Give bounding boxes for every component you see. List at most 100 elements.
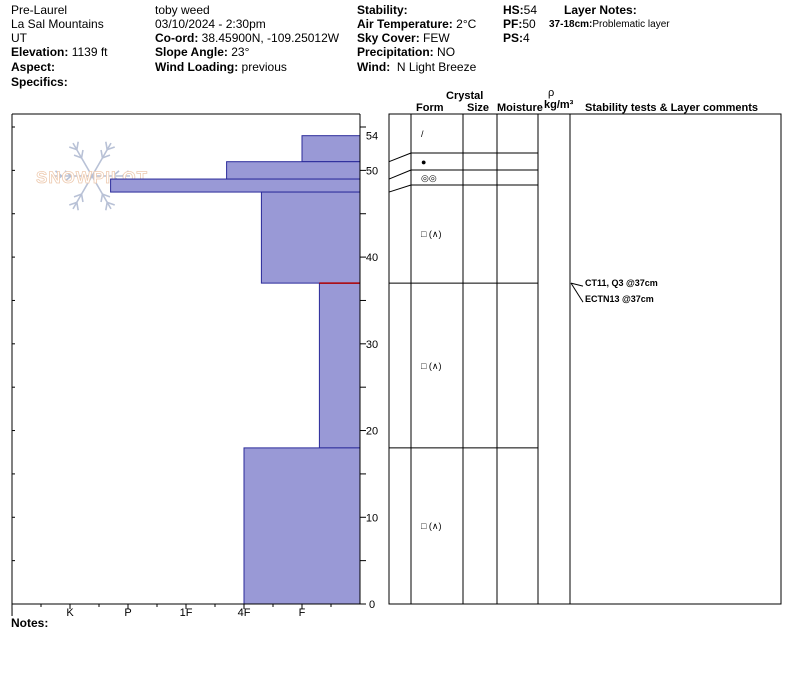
hardness-axis: I K P 1F 4F F: [10, 604, 332, 619]
snowflake-arm: [91, 142, 112, 177]
wind-loading-label: Wind Loading:: [155, 60, 239, 74]
wind-loading-field: Wind Loading: previous: [155, 60, 287, 74]
header-size: Size: [467, 102, 490, 114]
wind-value: N Light Breeze: [396, 60, 477, 74]
snow-layers: [110, 135, 361, 605]
snowflake-branch: [106, 146, 115, 151]
header-stability-tests: Stability tests & Layer comments: [585, 102, 759, 114]
ps-value: 4: [523, 31, 530, 45]
snow-layer-bar: [243, 447, 361, 605]
hs-field: HS:54: [503, 3, 537, 17]
hardness-tick-label: K: [66, 607, 74, 619]
snow-layer-bar: [318, 282, 361, 449]
stability-test-entry: CT11, Q3 @37cm: [585, 278, 658, 289]
snowflake-branch: [76, 141, 79, 150]
layer-note-depth: 37-18cm:: [549, 19, 593, 30]
precip-label: Precipitation:: [357, 45, 434, 59]
elevation-value: 1139 ft: [71, 45, 108, 59]
hs-label: HS:: [503, 3, 524, 17]
coord-field: Co-ord: 38.45900N, -109.25012W: [155, 31, 339, 45]
slope-value: 23°: [231, 45, 250, 59]
air-temp-value: 2°C: [456, 17, 477, 31]
header-rho: ρ: [548, 87, 555, 99]
stability-field: Stability:: [357, 3, 408, 17]
snowflake-branch: [64, 175, 72, 182]
stability-test-pointer: [570, 282, 584, 303]
datetime: 03/10/2024 - 2:30pm: [155, 17, 266, 31]
header-moisture: Moisture: [497, 102, 543, 114]
elevation-label: Elevation:: [11, 45, 69, 59]
sky-cover-value: FEW: [423, 31, 450, 45]
snow-layer-bar: [301, 135, 361, 163]
depth-axis: 0 10 20 30 40 50 54: [12, 126, 378, 611]
snowflake-branch: [100, 193, 104, 203]
snowflake-branch: [112, 170, 120, 177]
snow-layer-bar: [110, 178, 361, 193]
snowflake-arm: [72, 175, 93, 210]
aspect-label: Aspect:: [11, 60, 56, 74]
snowflake-branch: [80, 149, 84, 159]
grain-form-symbol: □ (∧): [421, 520, 442, 531]
sky-cover-field: Sky Cover: FEW: [357, 31, 450, 45]
observer: toby weed: [155, 3, 210, 17]
notes-label: Notes:: [11, 616, 49, 630]
hardness-tick-label: 4F: [238, 607, 251, 619]
depth-tick-label: 54: [366, 131, 378, 143]
specifics-field: Specifics:: [11, 75, 68, 89]
wind-loading-value: previous: [241, 60, 287, 74]
hardness-tick-label: I: [10, 607, 13, 619]
pf-label: PF:: [503, 17, 523, 31]
wind-label: Wind:: [357, 60, 391, 74]
snowflake-branch: [69, 201, 78, 206]
pf-field: PF:50: [503, 17, 536, 31]
layer-depth-link: [388, 184, 412, 193]
snowflake-branch: [64, 170, 72, 177]
grain-form-symbol: ◎◎: [421, 172, 437, 183]
snowflake-branch: [121, 170, 130, 177]
coord-value: 38.45900N, -109.25012W: [201, 31, 340, 45]
wind-field: Wind: N Light Breeze: [357, 60, 476, 74]
elevation-field: Elevation: 1139 ft: [11, 45, 108, 59]
depth-tick-label: 50: [366, 165, 378, 177]
hardness-tick-label: 1F: [180, 607, 193, 619]
depth-tick-label: 30: [366, 339, 378, 351]
grain-form-symbol: □ (∧): [421, 360, 442, 371]
table-border: [388, 113, 782, 605]
layer-table: [388, 113, 782, 605]
slope-label: Slope Angle:: [155, 45, 228, 59]
snowpilot-watermark: SNOWPILOT: [36, 141, 147, 211]
stability-label: Stability:: [357, 3, 408, 17]
header-crystal: Crystal: [446, 90, 484, 102]
hs-value: 54: [523, 3, 538, 17]
layer-notes-label: Layer Notes:: [564, 3, 637, 17]
layer-depth-link: [388, 169, 412, 180]
pf-value: 50: [522, 17, 536, 31]
mountain-range: La Sal Mountains: [11, 17, 104, 31]
location-name: Pre-Laurel: [11, 3, 68, 17]
air-temp-label: Air Temperature:: [357, 17, 453, 31]
grain-form-symbol: /: [421, 128, 424, 139]
precip-field: Precipitation: NO: [357, 45, 455, 59]
layer-note-text: Problematic layer: [592, 19, 670, 30]
sky-cover-label: Sky Cover:: [357, 31, 420, 45]
snow-layer-bar: [260, 191, 361, 284]
stability-test-entry: ECTN13 @37cm: [585, 294, 654, 305]
snowflake-branch: [76, 202, 79, 211]
depth-tick-label: 20: [366, 426, 378, 438]
header-density-unit: kg/m³: [544, 99, 574, 111]
stability-test-pointer: [570, 282, 584, 287]
hardness-tick-label: P: [124, 607, 131, 619]
layer-note: 37-18cm:Problematic layer: [549, 18, 670, 32]
depth-tick-label: 40: [366, 252, 378, 264]
snowflake-branch: [100, 149, 104, 159]
layer-depth-link: [388, 152, 412, 163]
grain-form-symbol: ●: [421, 156, 427, 167]
specifics-label: Specifics:: [11, 75, 68, 89]
snow-layer-bar: [226, 161, 361, 180]
slope-field: Slope Angle: 23°: [155, 45, 249, 59]
snowflake-branch: [105, 202, 108, 211]
snowflake-branch: [102, 154, 111, 159]
depth-tick-label: 0: [369, 599, 375, 611]
snowflake-branch: [73, 193, 82, 198]
